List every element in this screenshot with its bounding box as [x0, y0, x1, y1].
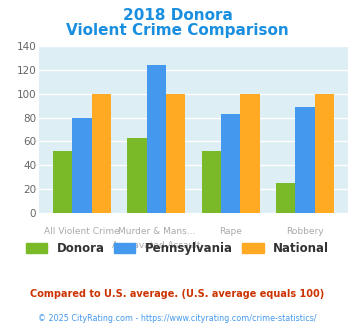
Text: 2018 Donora: 2018 Donora: [122, 8, 233, 23]
Bar: [240, 94, 260, 213]
Bar: [202, 151, 221, 213]
Text: © 2025 CityRating.com - https://www.cityrating.com/crime-statistics/: © 2025 CityRating.com - https://www.city…: [38, 314, 317, 323]
Text: Aggravated Assault: Aggravated Assault: [112, 241, 201, 249]
Text: Rape: Rape: [219, 227, 242, 236]
Bar: [221, 114, 240, 213]
Bar: [276, 183, 295, 213]
Bar: [295, 107, 315, 213]
Bar: [72, 117, 92, 213]
Bar: [127, 138, 147, 213]
Text: Violent Crime Comparison: Violent Crime Comparison: [66, 23, 289, 38]
Text: All Violent Crime: All Violent Crime: [44, 227, 120, 236]
Text: Compared to U.S. average. (U.S. average equals 100): Compared to U.S. average. (U.S. average …: [31, 289, 324, 299]
Text: Murder & Mans...: Murder & Mans...: [118, 227, 195, 236]
Bar: [315, 94, 334, 213]
Legend: Donora, Pennsylvania, National: Donora, Pennsylvania, National: [21, 237, 334, 260]
Bar: [166, 94, 185, 213]
Bar: [53, 151, 72, 213]
Bar: [147, 65, 166, 213]
Bar: [92, 94, 111, 213]
Text: Robbery: Robbery: [286, 227, 324, 236]
